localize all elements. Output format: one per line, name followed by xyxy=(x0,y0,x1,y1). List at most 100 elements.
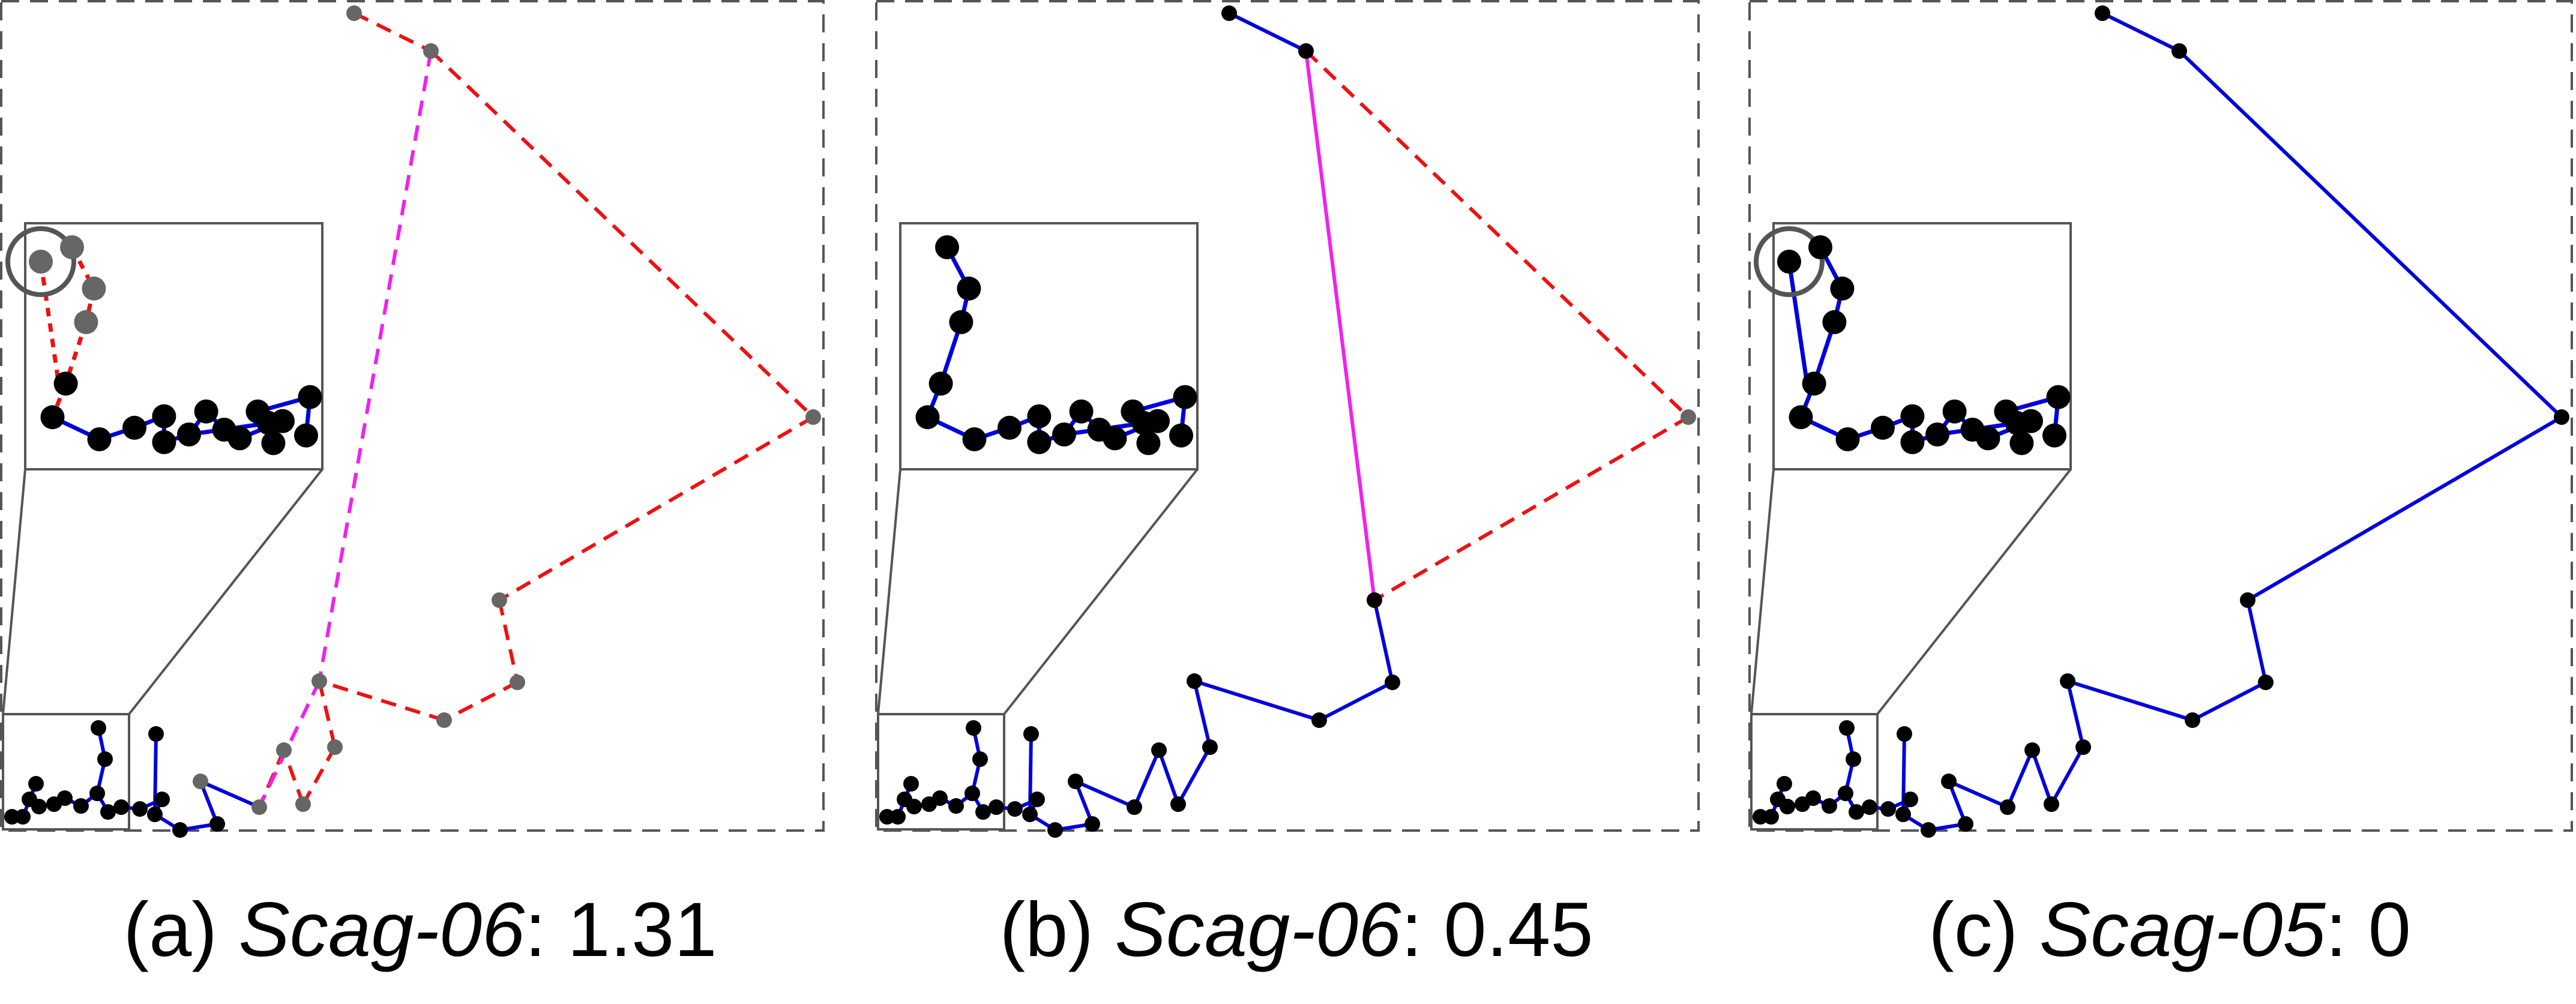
data-point-a-5 xyxy=(436,712,452,728)
data-point-b-15 xyxy=(1029,792,1045,807)
data-point-a-0 xyxy=(346,5,362,21)
inset-point-c-6 xyxy=(1871,415,1895,440)
caption-b-prefix: (b) xyxy=(999,887,1115,973)
data-point-b-9 xyxy=(1151,742,1167,758)
data-point-c-8 xyxy=(2044,796,2059,812)
zoom-connector-right-c xyxy=(1876,468,2072,715)
inset-point-a-9 xyxy=(177,422,201,446)
zoom-region-a xyxy=(2,713,130,831)
tree-edge-b-5 xyxy=(1194,679,1320,722)
zoom-region-b xyxy=(877,713,1005,831)
tree-edge-b-3 xyxy=(1373,600,1394,683)
tree-edge-b-0 xyxy=(1228,11,1307,53)
inset-point-b-2 xyxy=(949,310,974,334)
data-point-c-11 xyxy=(1941,774,1957,789)
outer-frame-a xyxy=(0,0,825,832)
data-point-a-3 xyxy=(492,592,507,608)
inset-point-b-0 xyxy=(935,235,959,259)
tree-edge-a-1 xyxy=(429,49,815,419)
caption-b-value: : 0.45 xyxy=(1401,887,1593,973)
data-point-b-24 xyxy=(897,792,912,807)
data-point-b-10 xyxy=(1127,799,1142,815)
data-point-b-30 xyxy=(1023,726,1039,742)
data-point-c-19 xyxy=(1838,786,1853,801)
caption-c-measure: Scag-05 xyxy=(2039,887,2326,973)
zoom-connector-right-b xyxy=(1003,468,1199,715)
data-point-c-17 xyxy=(1862,799,1877,815)
panel-b xyxy=(875,0,1700,838)
data-point-a-4 xyxy=(510,675,525,690)
inset-point-a-8 xyxy=(152,430,176,454)
data-point-c-14 xyxy=(1895,807,1911,822)
caption-a-value: : 1.31 xyxy=(525,887,717,973)
data-point-b-0 xyxy=(1221,5,1237,21)
inset-point-a-17 xyxy=(271,409,295,433)
inset-point-a-16 xyxy=(294,423,318,448)
tree-edge-a-5 xyxy=(319,679,445,722)
data-point-b-19 xyxy=(964,786,980,801)
data-point-b-26 xyxy=(890,809,906,825)
inset-point-a-15 xyxy=(298,385,322,409)
caption-b-measure: Scag-06 xyxy=(1115,887,1401,973)
caption-a-prefix: (a) xyxy=(123,887,239,973)
data-point-c-12 xyxy=(1958,816,1973,832)
data-point-a-9 xyxy=(276,742,292,758)
inset-point-c-7 xyxy=(1900,404,1925,428)
tree-edge-a-3 xyxy=(498,600,519,683)
tree-edge-b-9 xyxy=(1133,749,1161,808)
inset-point-b-13 xyxy=(1136,431,1161,455)
data-point-a-7 xyxy=(327,739,343,755)
data-point-c-28 xyxy=(1839,720,1855,736)
inset-point-b-5 xyxy=(962,427,987,451)
inset-point-b-14 xyxy=(1121,399,1145,424)
panel-a xyxy=(0,0,825,838)
inset-point-c-16 xyxy=(2042,423,2066,448)
inset-point-b-4 xyxy=(915,405,940,430)
data-point-b-25 xyxy=(903,776,919,792)
inset-outlier-edge-c xyxy=(1787,261,1809,379)
inset-point-c-18 xyxy=(1976,426,2000,451)
caption-a: (a) Scag-06: 1.31 xyxy=(0,888,840,972)
tree-edge-b-4 xyxy=(1318,681,1394,722)
data-point-b-17 xyxy=(989,799,1004,815)
tree-edge-c-0 xyxy=(2101,11,2180,53)
inset-point-c-0 xyxy=(1808,235,1832,259)
inset-point-c-14 xyxy=(1994,399,2018,424)
caption-c-value: : 0 xyxy=(2325,887,2411,973)
data-point-b-4 xyxy=(1385,675,1400,690)
long-edge-a-0 xyxy=(317,50,433,682)
tree-edge-b-6 xyxy=(1193,681,1212,748)
zoom-connector-left-b xyxy=(877,469,901,715)
inset-point-b-15 xyxy=(1173,385,1197,409)
inset-point-c-4 xyxy=(1789,405,1813,430)
data-point-b-16 xyxy=(1007,801,1023,817)
data-point-a-29 xyxy=(97,751,113,767)
tree-edge-c-9 xyxy=(2006,749,2034,808)
data-point-c-5 xyxy=(2185,712,2200,728)
inset-point-b-16 xyxy=(1169,423,1193,448)
inset-point-c-17 xyxy=(2019,409,2043,433)
outlier-highlight-ring-c xyxy=(1754,226,1825,297)
data-point-a-16 xyxy=(132,801,148,817)
data-point-a-24 xyxy=(22,792,37,807)
data-point-a-17 xyxy=(113,799,129,815)
tree-edge-b-10 xyxy=(1074,780,1136,809)
tree-edge-c-2 xyxy=(2246,415,2563,602)
tree-edge-b-2 xyxy=(1373,415,1690,602)
tree-edge-c-5 xyxy=(2067,679,2193,722)
data-point-a-27 xyxy=(4,809,20,825)
data-point-a-18 xyxy=(100,804,116,820)
data-point-b-3 xyxy=(1367,592,1382,608)
data-point-c-7 xyxy=(2075,739,2091,755)
data-point-c-27 xyxy=(1753,809,1768,825)
data-point-b-1 xyxy=(1298,43,1314,59)
inset-point-a-18 xyxy=(227,426,252,451)
data-point-c-25 xyxy=(1777,776,1792,792)
inset-point-c-15 xyxy=(2046,385,2071,409)
inset-point-b-3 xyxy=(928,371,953,396)
tree-edge-c-3 xyxy=(2246,600,2268,683)
outlier-highlight-ring-a xyxy=(5,226,76,297)
zoom-region-c xyxy=(1750,713,1879,831)
inset-point-a-10 xyxy=(194,399,218,424)
data-point-c-30 xyxy=(1897,726,1912,742)
